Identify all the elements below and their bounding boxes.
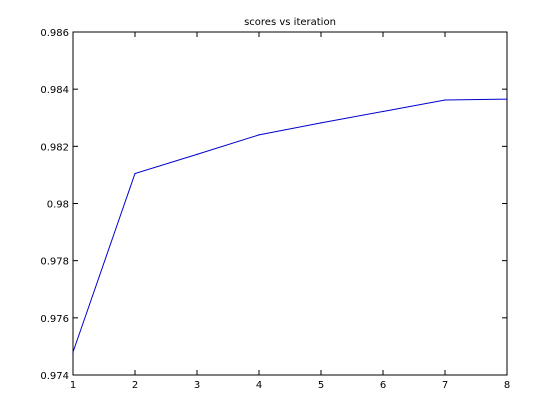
y-axis: 0.974 0.976 0.978 0.98 0.982 0.984 0.986 xyxy=(40,28,507,382)
data-point xyxy=(258,134,260,136)
data-point xyxy=(196,153,198,155)
y-tick-label: 0.982 xyxy=(40,142,69,153)
x-tick-label: 3 xyxy=(194,380,200,391)
y-tick-label: 0.98 xyxy=(47,200,69,211)
data-point xyxy=(72,351,74,353)
series-layer xyxy=(72,98,508,353)
y-tick-label: 0.976 xyxy=(40,314,69,325)
x-tick-label: 8 xyxy=(504,380,510,391)
y-tick-label: 0.986 xyxy=(40,28,69,39)
x-tick-label: 4 xyxy=(256,380,262,391)
data-point xyxy=(134,172,136,175)
x-tick-label: 1 xyxy=(70,380,76,391)
data-point xyxy=(506,98,508,100)
data-point xyxy=(320,122,322,124)
x-tick-label: 2 xyxy=(132,380,138,391)
data-point xyxy=(382,110,384,113)
plot-area xyxy=(72,31,508,376)
x-axis: 1 2 3 4 5 6 7 8 xyxy=(70,32,510,391)
x-tick-label: 6 xyxy=(380,380,386,391)
y-tick-label: 0.984 xyxy=(40,85,69,96)
chart-title: scores vs iteration xyxy=(244,17,336,28)
data-point xyxy=(444,99,446,101)
series-line xyxy=(72,98,508,353)
x-tick-label: 7 xyxy=(442,380,448,391)
y-tick-label: 0.974 xyxy=(40,371,69,382)
y-tick-label: 0.978 xyxy=(40,257,69,268)
x-tick-label: 5 xyxy=(318,380,324,391)
